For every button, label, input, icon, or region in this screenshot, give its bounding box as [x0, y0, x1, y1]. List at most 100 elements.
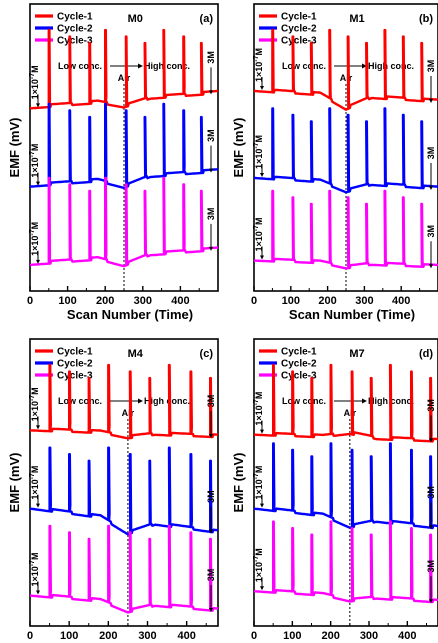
conc-arrowhead: [362, 63, 367, 69]
start-arrowhead: [260, 503, 264, 508]
end-arrowhead: [209, 168, 213, 173]
start-conc-annotation: 1×10-7M: [253, 548, 264, 582]
start-conc-label: 1×10-7M: [29, 553, 40, 587]
start-arrowhead: [36, 181, 40, 186]
x-tick-label: 100: [60, 630, 78, 642]
start-conc-annotation: 1×10-7M: [253, 48, 264, 82]
start-conc-exponent: -7: [29, 395, 36, 401]
start-conc-annotation: 1×10-7M: [29, 222, 40, 256]
end-conc-label: 3M: [426, 399, 436, 412]
start-conc-annotation: 1×10-7M: [29, 466, 40, 500]
air-label: Air: [340, 73, 353, 83]
x-tick-label: 400: [392, 295, 410, 307]
start-conc-label: 1×10-7M: [253, 548, 264, 582]
start-arrowhead: [260, 172, 264, 177]
end-conc-label: 3M: [206, 569, 216, 582]
start-conc-unit: M: [254, 135, 264, 143]
start-arrowhead: [36, 425, 40, 430]
series-cycle-2: [29, 446, 219, 536]
start-conc-base: 1×10: [30, 79, 40, 99]
start-conc-annotation: 1×10-7M: [29, 387, 40, 421]
legend-entry: Cycle-1: [57, 12, 93, 23]
high-conc-label: High conc.: [368, 61, 414, 71]
series-cycle-1: [29, 363, 219, 440]
legend-entry: Cycle-2: [57, 24, 93, 35]
panel-title: M7: [349, 348, 364, 360]
end-conc-label: 3M: [206, 395, 216, 408]
x-tick-label: 0: [251, 630, 257, 642]
start-conc-unit: M: [30, 387, 40, 395]
legend-entry: Cycle-2: [281, 359, 317, 370]
x-tick-label: 0: [251, 295, 257, 307]
start-arrowhead: [36, 503, 40, 508]
end-conc-label: 3M: [206, 51, 216, 64]
legend-entry: Cycle-2: [281, 24, 317, 35]
end-arrowhead: [429, 599, 433, 604]
end-conc-label: 3M: [426, 60, 436, 73]
start-conc-label: 1×10-7M: [29, 65, 40, 99]
x-tick-label: 400: [177, 630, 195, 642]
panel-label: (c): [200, 348, 214, 360]
end-arrowhead: [209, 90, 213, 95]
series-cycle-3: [29, 176, 219, 268]
legend-entry: Cycle-3: [281, 371, 317, 382]
series-cycle-1: [29, 28, 219, 110]
x-tick-label: 200: [318, 295, 336, 307]
end-arrowhead: [209, 529, 213, 534]
start-arrowhead: [36, 259, 40, 264]
end-arrowhead: [429, 264, 433, 269]
start-conc-exponent: -7: [253, 556, 260, 562]
start-conc-base: 1×10: [30, 401, 40, 421]
y-axis-title: EMF (mV): [231, 453, 246, 513]
low-conc-label: Low conc.: [58, 396, 102, 406]
end-conc-label: 3M: [426, 560, 436, 573]
start-conc-annotation: 1×10-7M: [253, 466, 264, 500]
start-conc-unit: M: [254, 392, 264, 400]
start-conc-annotation: 1×10-7M: [29, 65, 40, 99]
start-conc-label: 1×10-7M: [253, 48, 264, 82]
start-conc-exponent: -7: [29, 229, 36, 235]
start-conc-base: 1×10: [30, 236, 40, 256]
panel-title: M1: [349, 13, 364, 25]
legend-entry: Cycle-3: [57, 371, 93, 382]
plot-frame: [253, 3, 438, 292]
start-conc-exponent: -7: [29, 560, 36, 566]
end-conc-label: 3M: [206, 490, 216, 503]
start-conc-base: 1×10: [254, 231, 264, 251]
plot-frame: [253, 338, 438, 627]
start-conc-exponent: -7: [253, 225, 260, 231]
x-tick-label: 0: [27, 630, 33, 642]
start-conc-label: 1×10-7M: [253, 466, 264, 500]
legend-entry: Cycle-1: [281, 12, 317, 23]
start-conc-label: 1×10-7M: [29, 222, 40, 256]
legend-entry: Cycle-3: [281, 36, 317, 47]
end-arrowhead: [429, 525, 433, 530]
start-conc-exponent: -7: [29, 151, 36, 157]
x-tick-label: 200: [99, 630, 117, 642]
start-conc-label: 1×10-7M: [29, 466, 40, 500]
x-tick-label: 100: [282, 295, 300, 307]
air-label: Air: [122, 408, 135, 418]
start-conc-base: 1×10: [254, 62, 264, 82]
start-conc-exponent: -7: [253, 142, 260, 148]
start-arrowhead: [260, 586, 264, 591]
start-conc-label: 1×10-7M: [29, 144, 40, 178]
x-axis-title: Scan Number (Time): [67, 307, 193, 322]
start-arrowhead: [260, 85, 264, 90]
conc-arrowhead: [362, 398, 367, 404]
end-conc-label: 3M: [426, 147, 436, 160]
start-conc-exponent: -7: [253, 399, 260, 405]
y-axis-title: EMF (mV): [7, 453, 22, 513]
conc-arrowhead: [138, 63, 143, 69]
plot-frame: [29, 338, 219, 627]
end-arrowhead: [209, 607, 213, 612]
start-conc-unit: M: [254, 218, 264, 226]
legend-entry: Cycle-1: [57, 347, 93, 358]
end-arrowhead: [429, 438, 433, 443]
start-conc-exponent: -7: [253, 473, 260, 479]
start-conc-annotation: 1×10-7M: [253, 135, 264, 169]
end-conc-label: 3M: [426, 225, 436, 238]
y-axis-title: EMF (mV): [231, 118, 246, 178]
